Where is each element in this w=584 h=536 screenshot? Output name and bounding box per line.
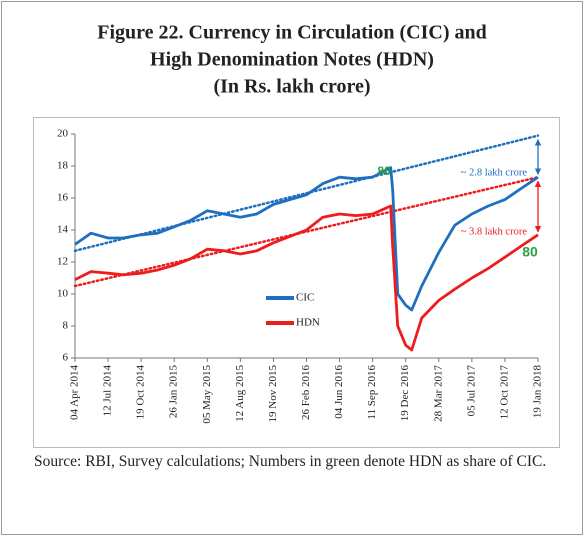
chart-panel xyxy=(33,117,560,448)
chart-title: (In Rs. lakh crore) xyxy=(213,76,370,98)
source-note: Source: RBI, Survey calculations; Number… xyxy=(34,453,547,470)
y-tick-label: 20 xyxy=(57,128,69,140)
legend-label: CIC xyxy=(296,292,314,304)
x-tick-label: 12 Aug 2015 xyxy=(234,365,246,422)
annotation: 86 xyxy=(377,164,391,178)
x-tick-label: 04 Apr 2014 xyxy=(69,365,81,421)
x-tick-label: 12 Jul 2014 xyxy=(102,365,114,417)
y-tick-label: 12 xyxy=(57,256,68,268)
x-tick-label: 26 Feb 2016 xyxy=(300,365,312,421)
y-tick-label: 14 xyxy=(57,224,69,236)
x-tick-label: 26 Jan 2015 xyxy=(168,365,180,419)
y-tick-label: 18 xyxy=(57,160,69,172)
annotation: ~ 2.8 lakh crore xyxy=(461,167,528,178)
series-line xyxy=(74,204,539,352)
x-tick-label: 19 Nov 2015 xyxy=(267,365,279,423)
x-tick-label: 19 Jan 2018 xyxy=(532,365,544,419)
x-tick-label: 11 Sep 2016 xyxy=(366,365,378,420)
annotation: ~ 3.8 lakh crore xyxy=(461,226,528,237)
y-tick-label: 10 xyxy=(57,288,69,300)
x-tick-label: 19 Dec 2016 xyxy=(399,365,411,422)
x-tick-label: 05 May 2015 xyxy=(201,365,213,424)
trend-line xyxy=(73,175,540,288)
annotation: 80 xyxy=(522,244,538,260)
chart-title: High Denomination Notes (HDN) xyxy=(150,49,434,71)
legend-label: HDN xyxy=(296,317,320,329)
series-line xyxy=(74,166,539,312)
x-tick-label: 05 Jul 2017 xyxy=(465,365,477,417)
x-tick-label: 19 Oct 2014 xyxy=(135,365,147,420)
y-tick-label: 8 xyxy=(63,320,69,332)
y-tick-label: 16 xyxy=(57,192,69,204)
y-tick-label: 6 xyxy=(63,352,69,364)
x-tick-label: 28 Mar 2017 xyxy=(432,365,444,422)
x-tick-label: 04 Jun 2016 xyxy=(333,365,345,419)
chart-title: Figure 22. Currency in Circulation (CIC)… xyxy=(97,22,486,44)
x-tick-label: 12 Oct 2017 xyxy=(498,365,510,420)
